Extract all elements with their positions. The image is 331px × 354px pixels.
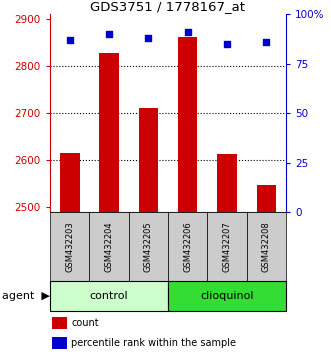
Text: control: control [90, 291, 128, 301]
Text: count: count [71, 318, 99, 328]
Bar [247, 212, 286, 281]
Bar [168, 281, 286, 311]
Bar [52, 337, 67, 349]
Point [264, 39, 269, 45]
Bar [257, 185, 276, 212]
Bar [52, 317, 67, 329]
Bar [207, 212, 247, 281]
Bar [50, 212, 89, 281]
Text: agent  ▶: agent ▶ [2, 291, 50, 301]
Point [106, 31, 112, 37]
Text: GSM432208: GSM432208 [262, 221, 271, 272]
Point [224, 41, 230, 46]
Text: GSM432206: GSM432206 [183, 221, 192, 272]
Bar [50, 281, 168, 311]
Title: GDS3751 / 1778167_at: GDS3751 / 1778167_at [90, 0, 246, 13]
Text: GSM432205: GSM432205 [144, 221, 153, 272]
Text: GSM432207: GSM432207 [222, 221, 231, 272]
Text: percentile rank within the sample: percentile rank within the sample [71, 338, 236, 348]
Bar [89, 212, 129, 281]
Text: GSM432203: GSM432203 [65, 221, 74, 272]
Point [146, 35, 151, 41]
Bar [99, 53, 119, 212]
Bar [129, 212, 168, 281]
Bar [178, 36, 198, 212]
Bar [138, 108, 158, 212]
Text: GSM432204: GSM432204 [105, 221, 114, 272]
Bar [168, 212, 207, 281]
Bar [217, 154, 237, 212]
Text: clioquinol: clioquinol [200, 291, 254, 301]
Point [185, 29, 190, 35]
Point [67, 37, 72, 42]
Bar [60, 153, 79, 212]
